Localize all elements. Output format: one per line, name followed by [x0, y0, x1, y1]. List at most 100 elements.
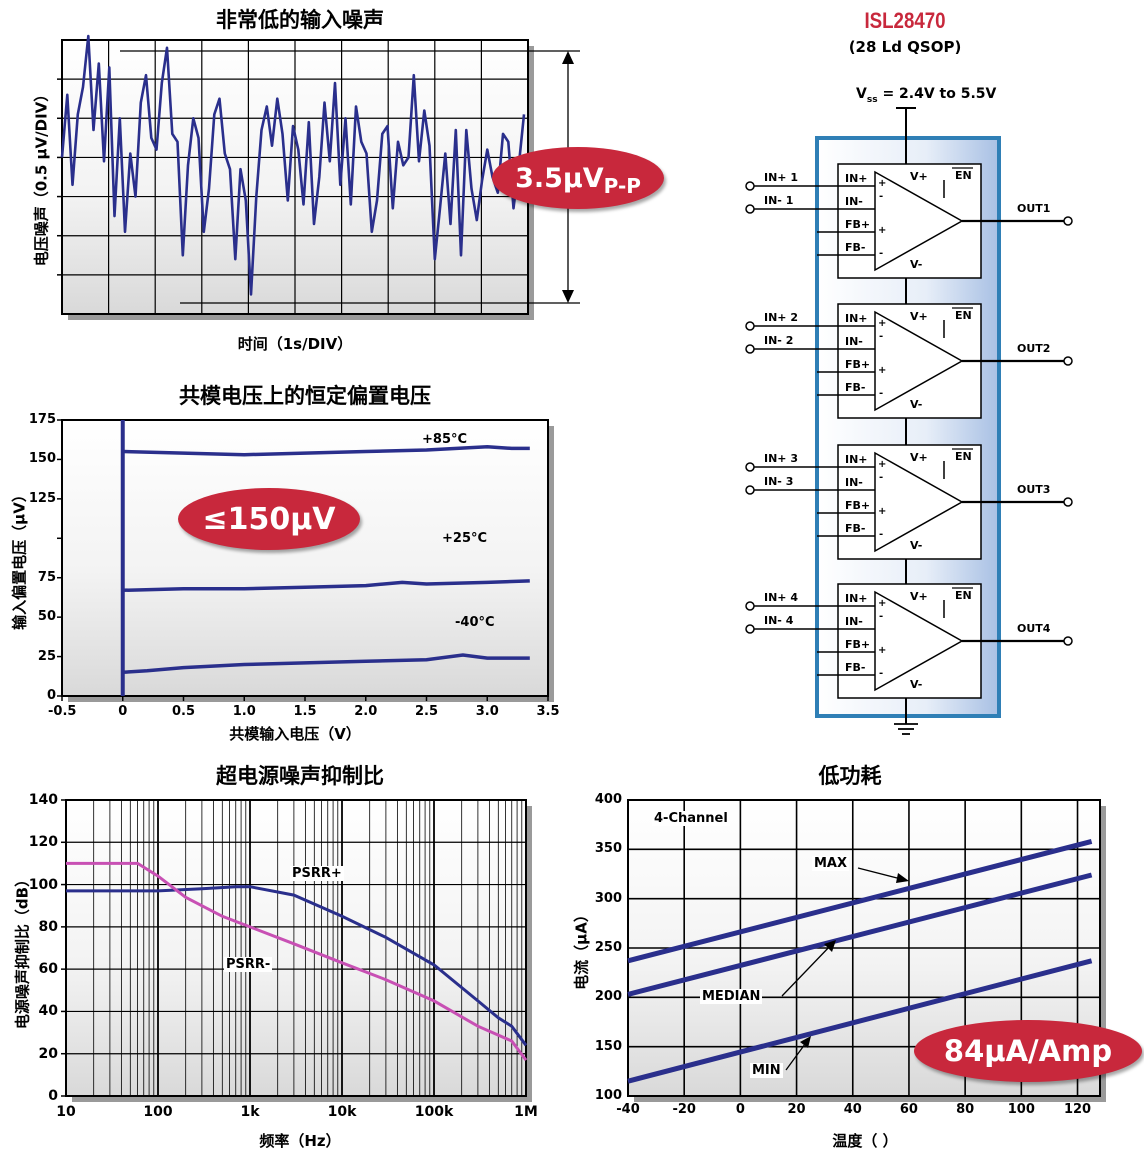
psrr-ytick-label: 20 — [38, 1045, 58, 1062]
inp-label-3: IN+ 3 — [764, 452, 798, 465]
current-xtick-label: 100 — [1007, 1102, 1035, 1117]
opamp-triangle-4 — [874, 590, 964, 692]
pin-en: EN — [955, 450, 972, 463]
median-label: MEDIAN — [700, 989, 763, 1004]
max-label: MAX — [812, 856, 850, 871]
current-xtick-label: 40 — [843, 1102, 862, 1117]
psrr-plot-area — [66, 800, 526, 1096]
median-arrow — [781, 943, 833, 997]
psrr-series-0 — [66, 885, 528, 1047]
package-label: (28 Ld QSOP) — [848, 38, 962, 56]
offset-ytick-label: 25 — [37, 648, 56, 664]
inp-label-1: IN+ 1 — [764, 171, 798, 184]
inn-terminal — [745, 485, 755, 495]
pin-inn: IN- — [845, 335, 863, 348]
inp-label-4: IN+ 4 — [764, 591, 798, 604]
offset-badge: ≤150μV — [178, 488, 360, 550]
psrr-xtick-label: 1M — [514, 1104, 538, 1120]
psrr-ytick-label: 80 — [38, 918, 58, 935]
plus-sign: + — [878, 225, 887, 236]
minus-sign: - — [879, 388, 884, 399]
current-ytick-label: 100 — [594, 1088, 622, 1103]
current-xtick-label: 80 — [956, 1102, 975, 1117]
current-legend-text: 4-Channel — [652, 811, 730, 826]
pin-vn: V- — [910, 398, 923, 411]
offset-series-label: +25°C — [442, 531, 488, 546]
current-ytick-label: 150 — [594, 1038, 622, 1054]
inp-terminal — [745, 601, 755, 611]
current-series-2 — [627, 958, 1093, 1084]
current-ytick-label: 250 — [594, 940, 622, 955]
current-ytick-label: 300 — [594, 890, 622, 906]
plus-sign: + — [878, 598, 887, 609]
psrr-series-1 — [66, 861, 528, 1061]
pin-inp: IN+ — [845, 592, 868, 605]
pin-vn: V- — [910, 678, 923, 691]
offset-xtick-label: -0.5 — [48, 704, 77, 719]
minus-sign: - — [879, 529, 884, 540]
offset-xtick-label: 2.0 — [354, 704, 378, 719]
arrowhead-up — [562, 51, 574, 64]
pin-inn: IN- — [845, 476, 863, 489]
current-series-0 — [627, 838, 1093, 964]
out-terminal — [1063, 497, 1073, 507]
out-terminal — [1063, 636, 1073, 646]
minus-sign: - — [879, 668, 884, 679]
psrr-ytick-label: 60 — [38, 961, 58, 978]
inp-label-2: IN+ 2 — [764, 311, 798, 324]
current-xtick-label: 120 — [1063, 1102, 1092, 1117]
current-xtick-label: 0 — [735, 1102, 745, 1117]
plus-sign: + — [878, 318, 887, 329]
plus-sign: + — [878, 178, 887, 189]
psrr-minus-label: PSRR- — [224, 957, 273, 972]
offset-xtick-label: 2.5 — [414, 704, 439, 719]
pin-fbn: FB- — [845, 661, 866, 674]
noise-trace — [60, 34, 526, 296]
psrr-xtick-label: 100 — [143, 1104, 173, 1120]
inp-terminal — [745, 321, 755, 331]
pin-fbn: FB- — [845, 241, 866, 254]
pin-fbp: FB+ — [845, 638, 871, 651]
current-ytick-label: 400 — [594, 792, 622, 807]
min-arrowhead — [800, 1036, 811, 1048]
current-y-label: 电流（μA） — [572, 907, 591, 990]
offset-xtick-label: 0.5 — [171, 704, 196, 719]
offset-series-label: -40°C — [455, 615, 495, 630]
chart4-title: 低功耗 — [818, 764, 882, 788]
inp-terminal — [745, 181, 755, 191]
current-xtick-label: -40 — [616, 1102, 640, 1117]
psrr-xtick-label: 10k — [327, 1104, 357, 1120]
median-arrowhead — [824, 940, 836, 952]
pin-vn: V- — [910, 539, 923, 552]
offset-xtick-label: 0 — [118, 704, 128, 719]
noise-chart — [57, 34, 580, 315]
current-xtick-label: -20 — [672, 1102, 696, 1117]
pin-inp: IN+ — [845, 453, 868, 466]
offset-series-label: +85°C — [422, 432, 468, 447]
pin-fbp: FB+ — [845, 499, 871, 512]
schematic-diagram — [745, 107, 1073, 735]
out-label-3: OUT3 — [1017, 483, 1051, 496]
inn-terminal — [745, 624, 755, 634]
offset-series-0 — [122, 445, 530, 457]
minus-sign: - — [879, 472, 884, 483]
noise-badge: 3.5μV P-P — [492, 147, 664, 209]
psrr-plus-label: PSRR+ — [290, 866, 344, 881]
pin-inn: IN- — [845, 615, 863, 628]
current-xtick-label: 20 — [787, 1102, 806, 1117]
offset-ytick-label: 150 — [28, 451, 56, 467]
out-label-4: OUT4 — [1017, 622, 1051, 635]
psrr-frame — [65, 799, 527, 1097]
offset-xtick-label: 1.0 — [232, 704, 256, 719]
psrr-x-label: 频率（Hz） — [259, 1132, 341, 1150]
pin-vn: V- — [910, 258, 923, 271]
offset-chart — [57, 419, 549, 701]
pin-en: EN — [955, 169, 972, 182]
offset-ytick-label: 125 — [28, 490, 56, 506]
offset-xtick-label: 3.5 — [536, 704, 560, 719]
offset-series-2 — [122, 653, 530, 675]
offset-xtick-label: 1.5 — [293, 704, 317, 719]
pin-en: EN — [955, 309, 972, 322]
